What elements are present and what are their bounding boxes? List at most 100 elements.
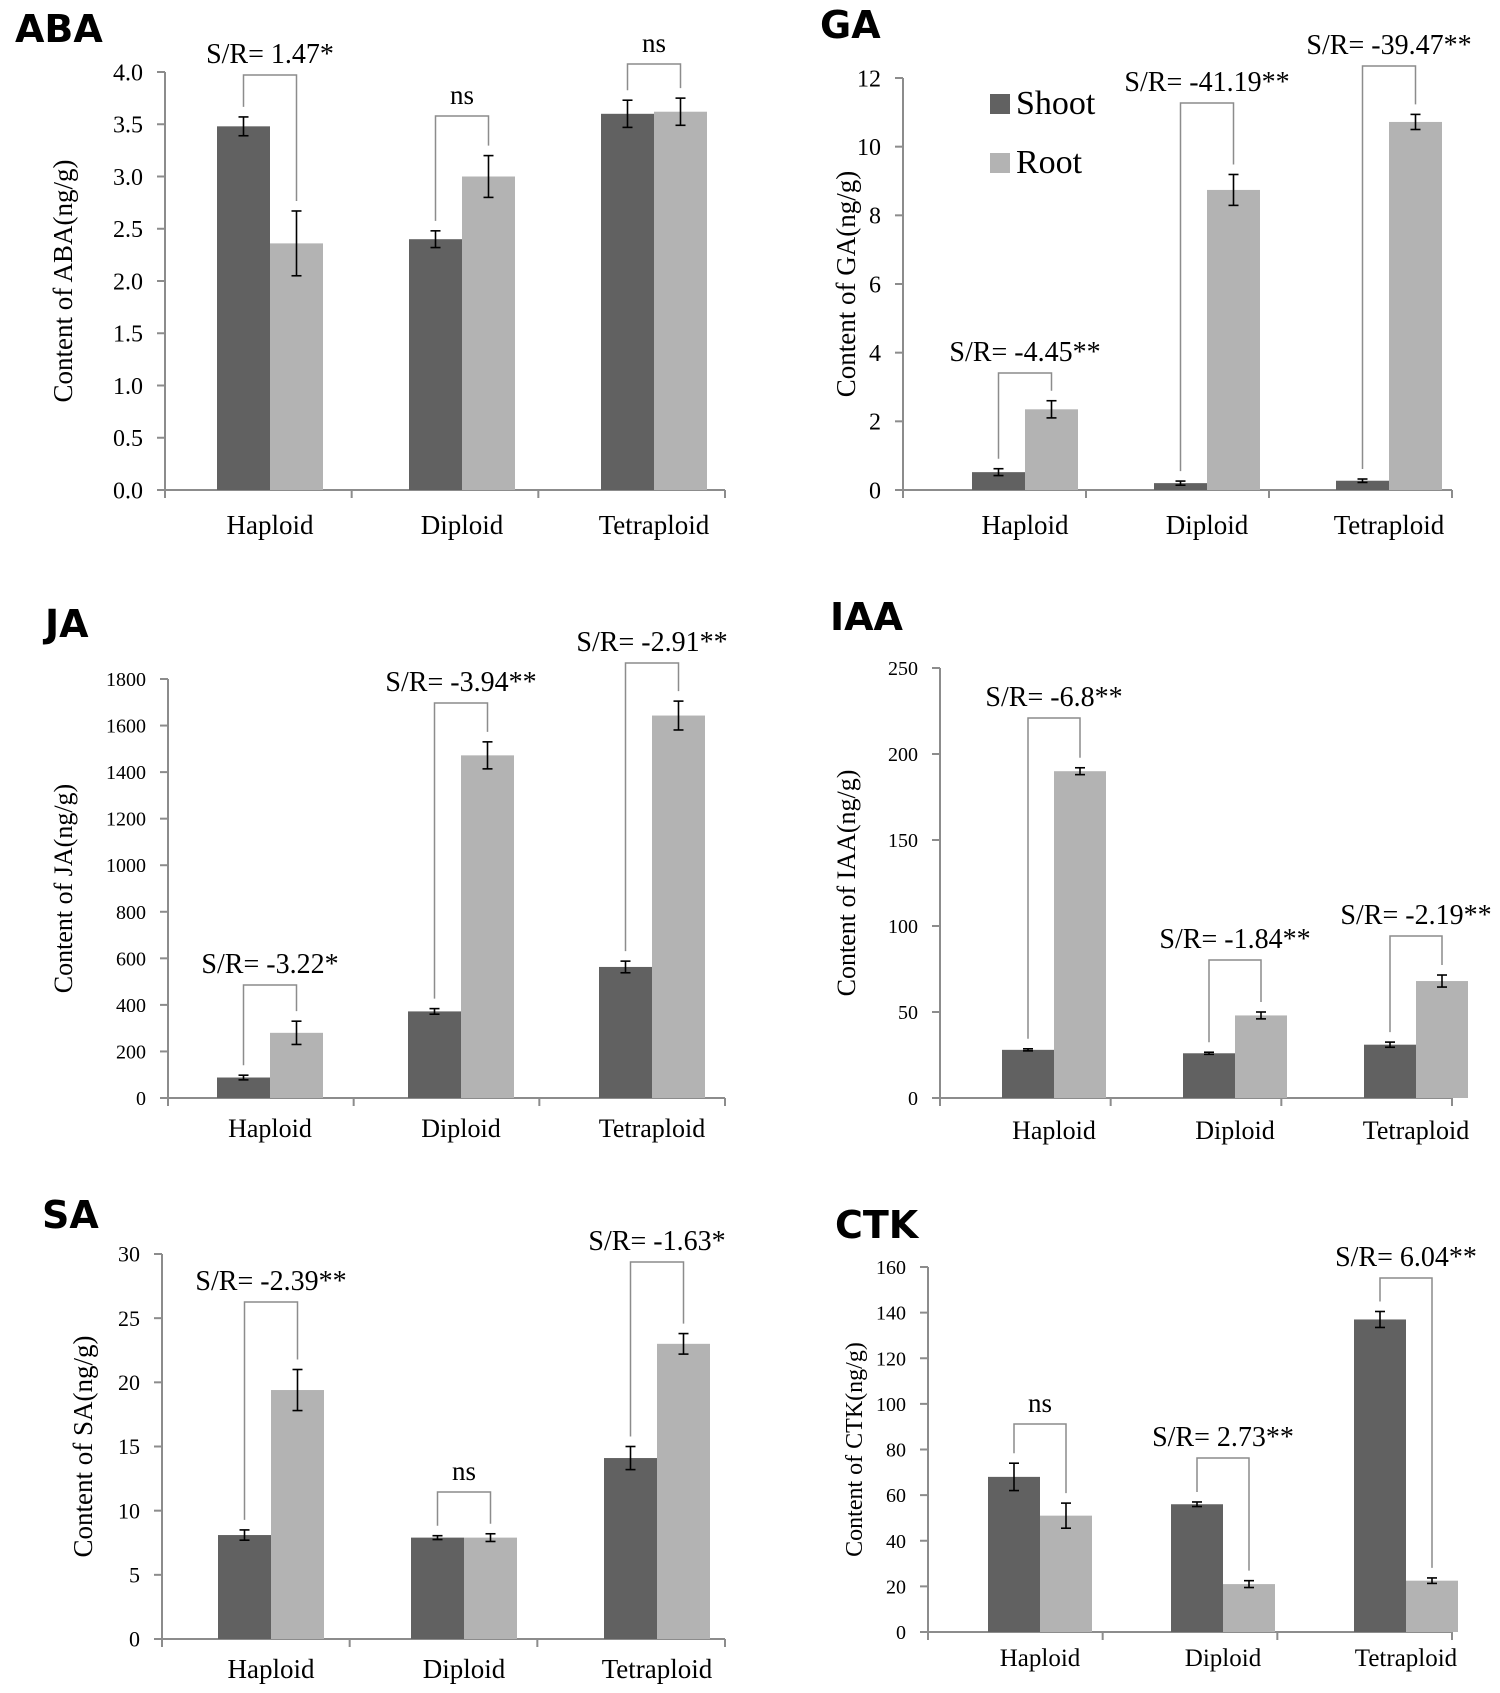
- ctk-y-axis-label: Content of CTK(ng/g): [842, 1342, 868, 1557]
- aba-y-tick-label: 0.0: [113, 478, 143, 504]
- ga-y-tick-label: 10: [857, 135, 881, 161]
- ctk-bar-root-diploid: [1223, 1584, 1275, 1632]
- ctk-annotation: S/R= 2.73**: [1152, 1422, 1294, 1453]
- aba-bar-root-haploid: [270, 243, 323, 490]
- ja-annotation: S/R= -3.94**: [385, 667, 536, 698]
- ga-bar-root-haploid: [1025, 409, 1078, 490]
- ga-significance-bracket: [1361, 65, 1417, 470]
- ctk-y-tick-label: 60: [886, 1485, 906, 1507]
- aba-y-tick-label: 4.0: [113, 60, 143, 86]
- aba-panel-title: ABA: [15, 7, 103, 51]
- ga-y-tick-label: 2: [869, 410, 881, 436]
- ga-bar-root-tetraploid: [1389, 121, 1442, 491]
- ja-annotation: S/R= -2.91**: [576, 627, 727, 658]
- aba-y-axis-label: Content of ABA(ng/g): [48, 160, 78, 403]
- ga-panel-title: GA: [820, 3, 881, 47]
- iaa-y-tick-label: 0: [908, 1088, 918, 1110]
- aba-bar-shoot-tetraploid: [601, 113, 654, 491]
- ga-bar-shoot-haploid: [972, 472, 1025, 490]
- ja-category-label: Diploid: [421, 1114, 500, 1143]
- sa-bar-root-tetraploid: [657, 1343, 710, 1639]
- ga-chart: GA 0 2 4 6 8 10 12 Content of GA(ng/g) Haploid S/R…: [820, 3, 1472, 540]
- aba-significance-bracket: [242, 74, 298, 201]
- ctk-bar-shoot-haploid: [988, 1476, 1040, 1632]
- aba-bar-root-tetraploid: [654, 111, 707, 491]
- sa-significance-bracket: [436, 1491, 492, 1526]
- ctk-annotation: S/R= 6.04**: [1335, 1242, 1477, 1273]
- iaa-y-tick-label: 200: [888, 744, 918, 766]
- ga-y-tick-label: 0: [869, 478, 881, 504]
- iaa-bar-root-tetraploid: [1416, 981, 1468, 1098]
- iaa-y-tick-label: 50: [898, 1002, 918, 1024]
- sa-annotation: ns: [452, 1456, 476, 1486]
- ctk-significance-bracket: [1013, 1423, 1067, 1494]
- sa-y-tick-label: 20: [118, 1370, 140, 1395]
- ga-annotation: S/R= -39.47**: [1306, 30, 1471, 61]
- ctk-y-tick-label: 0: [896, 1622, 906, 1644]
- sa-category-label: Haploid: [228, 1654, 315, 1684]
- sa-panel-title: SA: [42, 1193, 99, 1237]
- sa-y-tick-label: 15: [118, 1434, 140, 1459]
- ctk-category-label: Tetraploid: [1355, 1645, 1458, 1672]
- aba-annotation: S/R= 1.47*: [206, 39, 334, 70]
- ctk-y-tick-label: 80: [886, 1440, 906, 1462]
- ja-y-tick-label: 1000: [106, 855, 146, 877]
- iaa-bar-shoot-haploid: [1002, 1049, 1054, 1098]
- aba-category-label: Tetraploid: [599, 510, 710, 540]
- ga-y-tick-label: 8: [869, 204, 881, 230]
- sa-annotation: S/R= -2.39**: [195, 1266, 346, 1297]
- iaa-category-label: Tetraploid: [1363, 1116, 1469, 1145]
- aba-bar-root-diploid: [462, 176, 515, 490]
- ja-category-label: Haploid: [228, 1114, 312, 1143]
- ja-bar-root-diploid: [461, 755, 514, 1098]
- sa-y-tick-label: 25: [118, 1306, 140, 1331]
- aba-category-label: Haploid: [227, 510, 314, 540]
- aba-y-tick-label: 1.5: [113, 322, 143, 348]
- sa-significance-bracket: [629, 1261, 685, 1437]
- ga-annotation: S/R= -41.19**: [1124, 67, 1289, 98]
- ja-annotation: S/R= -3.22*: [201, 949, 338, 980]
- sa-category-label: Diploid: [423, 1654, 506, 1684]
- aba-chart: ABA 0.0 0.5 1.0 1.5 2.0 2.5 3.0 3.5 4.0 Content of…: [15, 7, 726, 540]
- ctk-category-label: Haploid: [1000, 1645, 1081, 1672]
- ja-y-axis-label: Content of JA(ng/g): [49, 784, 78, 993]
- iaa-category-label: Haploid: [1012, 1116, 1096, 1145]
- iaa-chart: IAA 0 50 100 150 200 250 Content of IAA(ng/g) Ha…: [830, 595, 1492, 1145]
- sa-y-axis-label: Content of SA(ng/g): [68, 1336, 98, 1558]
- aba-bar-shoot-haploid: [217, 126, 270, 490]
- sa-y-tick-label: 30: [118, 1242, 140, 1267]
- ja-y-tick-label: 0: [136, 1088, 146, 1110]
- legend-swatch-root: [990, 153, 1010, 173]
- sa-bar-shoot-haploid: [218, 1535, 271, 1639]
- ga-y-axis-label: Content of GA(ng/g): [831, 171, 861, 397]
- iaa-y-tick-label: 150: [888, 830, 918, 852]
- legend: Shoot Root: [990, 85, 1096, 181]
- ctk-y-tick-label: 140: [876, 1303, 906, 1325]
- legend-label-root: Root: [1016, 144, 1083, 181]
- ctk-bar-root-tetraploid: [1406, 1580, 1458, 1632]
- ja-y-tick-label: 600: [116, 948, 146, 970]
- ga-significance-bracket: [997, 372, 1053, 459]
- ctk-y-tick-label: 120: [876, 1348, 906, 1370]
- ga-annotation: S/R= -4.45**: [949, 337, 1100, 368]
- ctk-y-tick-label: 20: [886, 1576, 906, 1598]
- ctk-y-tick-label: 100: [876, 1394, 906, 1416]
- sa-y-tick-label: 10: [118, 1498, 140, 1523]
- ga-y-tick-label: 4: [869, 341, 881, 367]
- iaa-annotation: S/R= -1.84**: [1159, 924, 1310, 955]
- aba-y-tick-label: 1.0: [113, 374, 143, 400]
- ja-bar-shoot-haploid: [217, 1077, 270, 1098]
- ga-category-label: Tetraploid: [1334, 510, 1445, 540]
- ctk-annotation: ns: [1028, 1388, 1052, 1418]
- ja-bar-shoot-tetraploid: [599, 966, 652, 1098]
- aba-annotation: ns: [450, 80, 474, 110]
- ctk-y-tick-label: 40: [886, 1531, 906, 1553]
- ja-significance-bracket: [624, 662, 680, 952]
- ctk-category-label: Diploid: [1185, 1645, 1262, 1672]
- ctk-bar-root-haploid: [1040, 1515, 1092, 1632]
- aba-significance-bracket: [626, 63, 682, 91]
- ja-y-tick-label: 1400: [106, 762, 146, 784]
- sa-bar-root-haploid: [271, 1390, 324, 1639]
- aba-significance-bracket: [434, 115, 490, 221]
- ja-bar-shoot-diploid: [408, 1011, 461, 1098]
